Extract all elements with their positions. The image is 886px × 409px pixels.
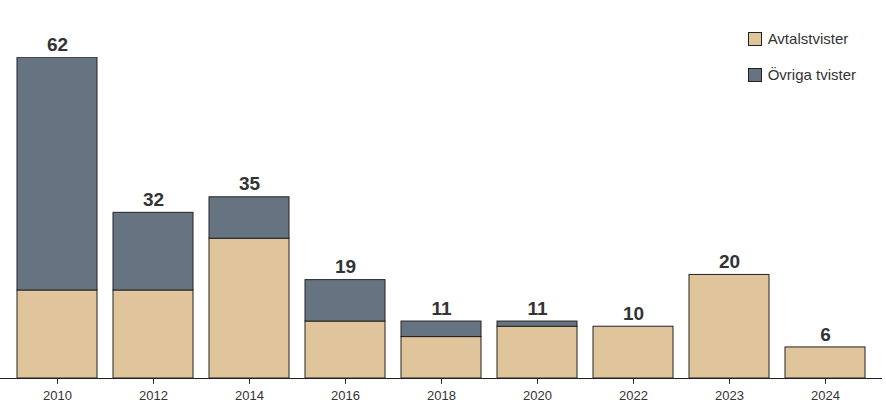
svg-text:10: 10 xyxy=(623,303,644,324)
svg-text:2018: 2018 xyxy=(427,388,456,403)
svg-text:11: 11 xyxy=(527,298,548,319)
svg-text:2014: 2014 xyxy=(235,388,264,403)
html-text:Övriga tvister: Övriga tvister xyxy=(767,66,856,83)
svg-text:2022: 2022 xyxy=(619,388,648,403)
svg-text:19: 19 xyxy=(335,256,356,277)
svg-text:11: 11 xyxy=(431,298,452,319)
svg-text:20: 20 xyxy=(719,251,740,272)
svg-text:32: 32 xyxy=(143,189,164,210)
html-text:Avtalstvister: Avtalstvister xyxy=(767,30,849,47)
svg-text:2023: 2023 xyxy=(715,388,744,403)
svg-text:2012: 2012 xyxy=(139,388,168,403)
svg-text:2010: 2010 xyxy=(43,388,72,403)
svg-text:62: 62 xyxy=(47,34,68,55)
svg-text:35: 35 xyxy=(239,173,261,194)
svg-text:6: 6 xyxy=(820,324,831,345)
svg-text:2020: 2020 xyxy=(523,388,552,403)
svg-text:2016: 2016 xyxy=(331,388,360,403)
svg-text:2024: 2024 xyxy=(811,388,840,403)
